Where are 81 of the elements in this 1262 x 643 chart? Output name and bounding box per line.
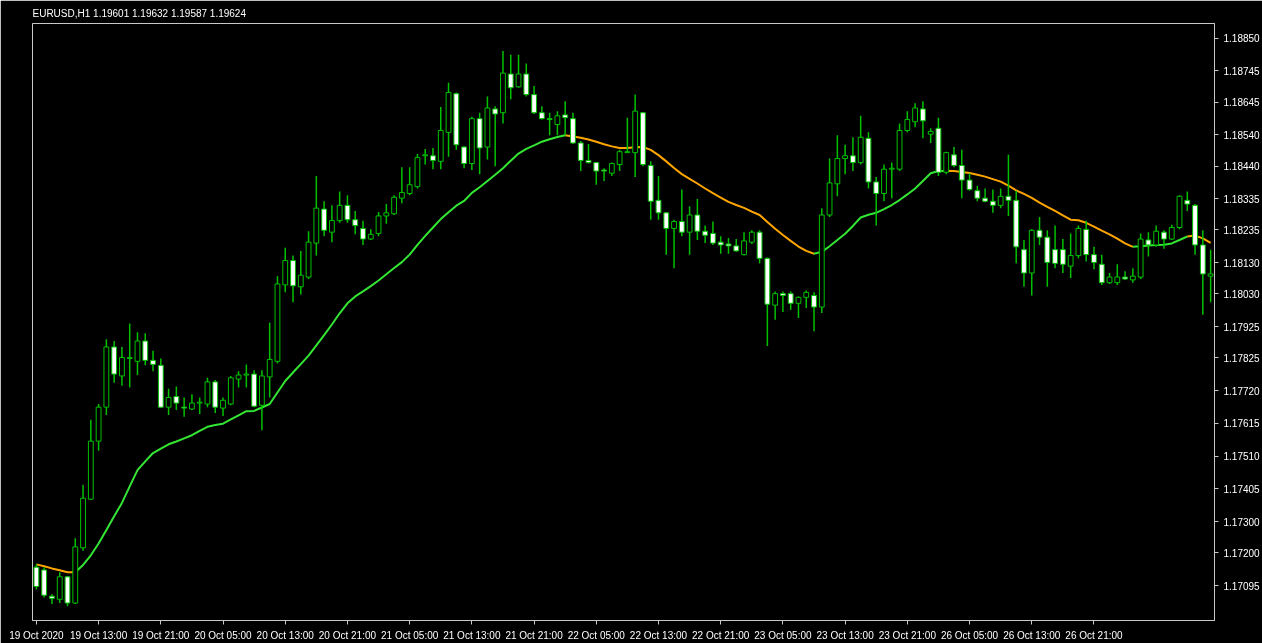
y-tick-label: 1.17720: [1223, 385, 1261, 397]
y-tick-label: 1.17825: [1223, 352, 1261, 364]
x-tick-label: 22 Oct 13:00: [629, 629, 688, 641]
candlestick: [1091, 246, 1097, 271]
candlestick: [150, 349, 156, 373]
y-tick-label: 1.18850: [1223, 33, 1261, 45]
x-tick-label: 22 Oct 21:00: [692, 629, 750, 641]
x-tick-label: 20 Oct 13:00: [256, 629, 315, 641]
candlestick: [811, 291, 817, 333]
candlestick: [1153, 224, 1160, 248]
y-tick-label: 1.17405: [1223, 483, 1261, 495]
y-tick-label: 1.17615: [1223, 418, 1261, 430]
candlestick: [842, 144, 849, 175]
y-tick-label: 1.18235: [1223, 224, 1261, 236]
candlestick: [181, 396, 188, 418]
candlestick: [772, 290, 779, 321]
y-tick-label: 1.18540: [1223, 129, 1261, 141]
candlestick: [601, 167, 607, 182]
x-tick-label: 19 Oct 21:00: [132, 629, 190, 641]
x-tick-label: 21 Oct 13:00: [443, 629, 501, 641]
candlestick: [360, 219, 366, 246]
candlestick: [119, 346, 125, 387]
candlestick: [383, 203, 390, 225]
x-tick-label: 22 Oct 05:00: [567, 629, 626, 641]
y-tick-label: 1.17510: [1223, 451, 1261, 463]
candlestick: [710, 220, 716, 246]
candlestick: [951, 146, 957, 169]
y-tick-label: 1.18745: [1223, 65, 1261, 77]
candlestick: [678, 188, 685, 237]
x-tick-label: 23 Oct 05:00: [754, 629, 812, 641]
candlestick: [422, 148, 429, 166]
candlestick: [243, 363, 250, 389]
candlestick: [989, 188, 996, 214]
y-tick-label: 1.18440: [1223, 161, 1261, 173]
candlestick: [1059, 238, 1066, 274]
x-tick-label: 20 Oct 21:00: [318, 629, 377, 641]
y-tick-label: 1.18335: [1223, 193, 1261, 205]
y-tick-label: 1.18130: [1223, 257, 1261, 269]
candlestick: [531, 85, 537, 115]
y-tick-label: 1.17200: [1223, 547, 1261, 559]
x-tick-label: 26 Oct 05:00: [940, 629, 999, 641]
candlestick: [958, 149, 965, 199]
chart-title: EURUSD,H1 1.19601 1.19632 1.19587 1.19624: [32, 7, 247, 19]
x-tick-label: 19 Oct 13:00: [69, 629, 128, 641]
candlestick: [398, 166, 405, 204]
x-tick-label: 26 Oct 13:00: [1003, 629, 1061, 641]
candlestick: [671, 218, 677, 270]
candlestick: [741, 231, 747, 257]
x-tick-label: 26 Oct 21:00: [1065, 629, 1124, 641]
candlestick: [1052, 224, 1058, 270]
candlestick: [1161, 229, 1167, 250]
candlestick: [780, 290, 786, 313]
candlestick: [328, 204, 335, 243]
x-tick-label: 19 Oct 2020: [9, 629, 65, 641]
candlestick: [391, 194, 398, 216]
candlestick: [873, 176, 880, 227]
x-tick-label: 20 Oct 05:00: [194, 629, 253, 641]
y-tick-label: 1.17095: [1223, 580, 1261, 592]
candlestick: [912, 102, 919, 129]
y-tick-label: 1.17925: [1223, 321, 1261, 333]
candlestick: [702, 224, 709, 244]
x-tick-label: 23 Oct 21:00: [878, 629, 937, 641]
candlestick: [663, 211, 670, 256]
x-tick-label: 21 Oct 05:00: [381, 629, 439, 641]
x-tick-label: 23 Oct 13:00: [816, 629, 875, 641]
y-tick-label: 1.17300: [1223, 516, 1261, 528]
candlestick: [430, 147, 436, 170]
candlestick: [375, 211, 382, 237]
x-tick-label: 21 Oct 21:00: [505, 629, 564, 641]
candlestick: [492, 105, 499, 168]
candlestick: [562, 100, 569, 136]
y-tick-label: 1.18645: [1223, 97, 1261, 109]
candlestick: [321, 200, 328, 237]
candlestick: [49, 593, 55, 605]
candlestick: [849, 136, 856, 172]
y-tick-label: 1.18030: [1223, 288, 1261, 300]
candlestick: [919, 100, 926, 140]
candlestick: [461, 145, 467, 169]
candlestick: [33, 563, 40, 591]
candlestick: [220, 396, 226, 417]
candlestick: [1021, 239, 1027, 288]
